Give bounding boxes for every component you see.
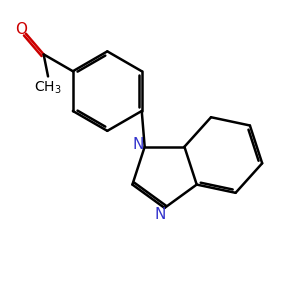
Text: O: O xyxy=(16,22,28,37)
Text: N: N xyxy=(133,137,144,152)
Text: CH$_3$: CH$_3$ xyxy=(34,80,62,96)
Text: N: N xyxy=(154,207,166,222)
